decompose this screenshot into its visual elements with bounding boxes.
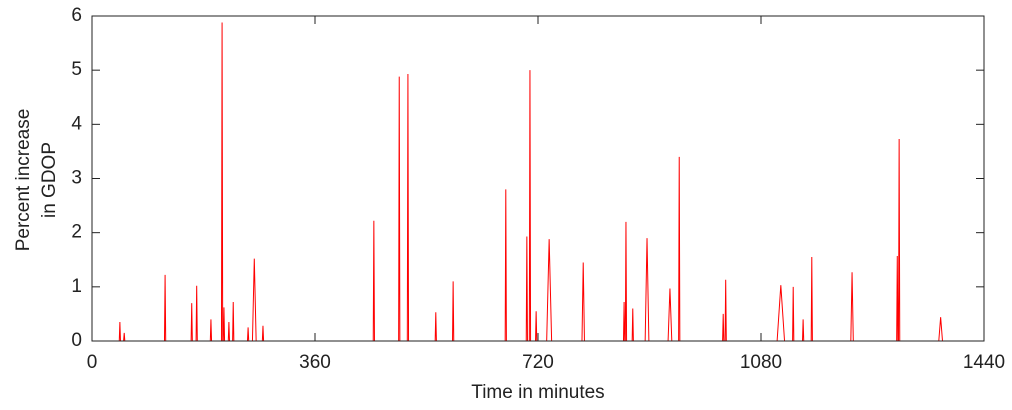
x-axis-label: Time in minutes bbox=[471, 382, 604, 403]
y-axis-label: Percent increase in GDOP bbox=[13, 109, 60, 252]
y-axis-label-line: Percent increase bbox=[13, 109, 34, 252]
y-tick-label: 4 bbox=[71, 113, 82, 134]
y-tick-label: 2 bbox=[71, 222, 82, 243]
y-tick-label: 1 bbox=[71, 276, 82, 297]
x-tick-label: 1440 bbox=[963, 352, 1005, 373]
y-tick-label: 6 bbox=[71, 5, 82, 26]
y-tick-label: 3 bbox=[71, 168, 82, 189]
x-tick-label: 0 bbox=[87, 352, 98, 373]
y-axis-label-line: in GDOP bbox=[39, 142, 60, 218]
x-tick-label: 360 bbox=[299, 352, 331, 373]
y-tick-label: 0 bbox=[71, 330, 82, 351]
y-tick-label: 5 bbox=[71, 59, 82, 80]
x-tick-label: 1080 bbox=[740, 352, 782, 373]
x-tick-label: 720 bbox=[522, 352, 554, 373]
